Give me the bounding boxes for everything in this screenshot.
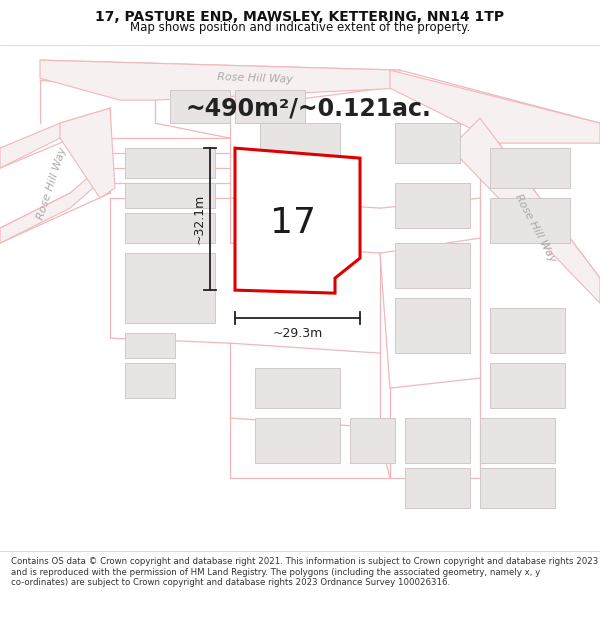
Text: Rose Hill Way: Rose Hill Way: [35, 146, 68, 221]
Polygon shape: [235, 148, 360, 293]
Polygon shape: [490, 308, 565, 353]
Polygon shape: [480, 418, 555, 463]
Polygon shape: [125, 148, 215, 178]
Polygon shape: [490, 198, 570, 243]
Text: Rose Hill Way: Rose Hill Way: [513, 192, 557, 264]
Text: ~29.3m: ~29.3m: [272, 327, 323, 340]
Polygon shape: [395, 183, 470, 228]
Text: ~32.1m: ~32.1m: [193, 194, 206, 244]
Polygon shape: [260, 123, 340, 158]
Text: Rose Hill Way: Rose Hill Way: [217, 72, 293, 84]
Polygon shape: [490, 148, 570, 188]
Polygon shape: [255, 368, 340, 408]
Polygon shape: [235, 90, 305, 123]
Polygon shape: [405, 468, 470, 508]
Polygon shape: [125, 183, 215, 208]
Polygon shape: [395, 298, 470, 353]
Text: 17: 17: [270, 206, 316, 240]
Polygon shape: [60, 108, 115, 198]
Text: Contains OS data © Crown copyright and database right 2021. This information is : Contains OS data © Crown copyright and d…: [11, 557, 598, 587]
Polygon shape: [395, 123, 460, 163]
Polygon shape: [125, 333, 175, 358]
Text: ~490m²/~0.121ac.: ~490m²/~0.121ac.: [185, 96, 431, 120]
Polygon shape: [480, 468, 555, 508]
Polygon shape: [405, 418, 470, 463]
Polygon shape: [260, 178, 340, 218]
Polygon shape: [350, 418, 395, 463]
Polygon shape: [390, 70, 600, 143]
Text: 17, PASTURE END, MAWSLEY, KETTERING, NN14 1TP: 17, PASTURE END, MAWSLEY, KETTERING, NN1…: [95, 10, 505, 24]
Text: Map shows position and indicative extent of the property.: Map shows position and indicative extent…: [130, 21, 470, 34]
Polygon shape: [125, 213, 215, 243]
Polygon shape: [0, 108, 110, 168]
Polygon shape: [40, 60, 400, 100]
Polygon shape: [255, 418, 340, 463]
Polygon shape: [125, 253, 215, 323]
Polygon shape: [0, 158, 110, 243]
Polygon shape: [490, 363, 565, 408]
Polygon shape: [170, 90, 230, 123]
Polygon shape: [460, 118, 600, 303]
Polygon shape: [395, 243, 470, 288]
Polygon shape: [125, 363, 175, 398]
